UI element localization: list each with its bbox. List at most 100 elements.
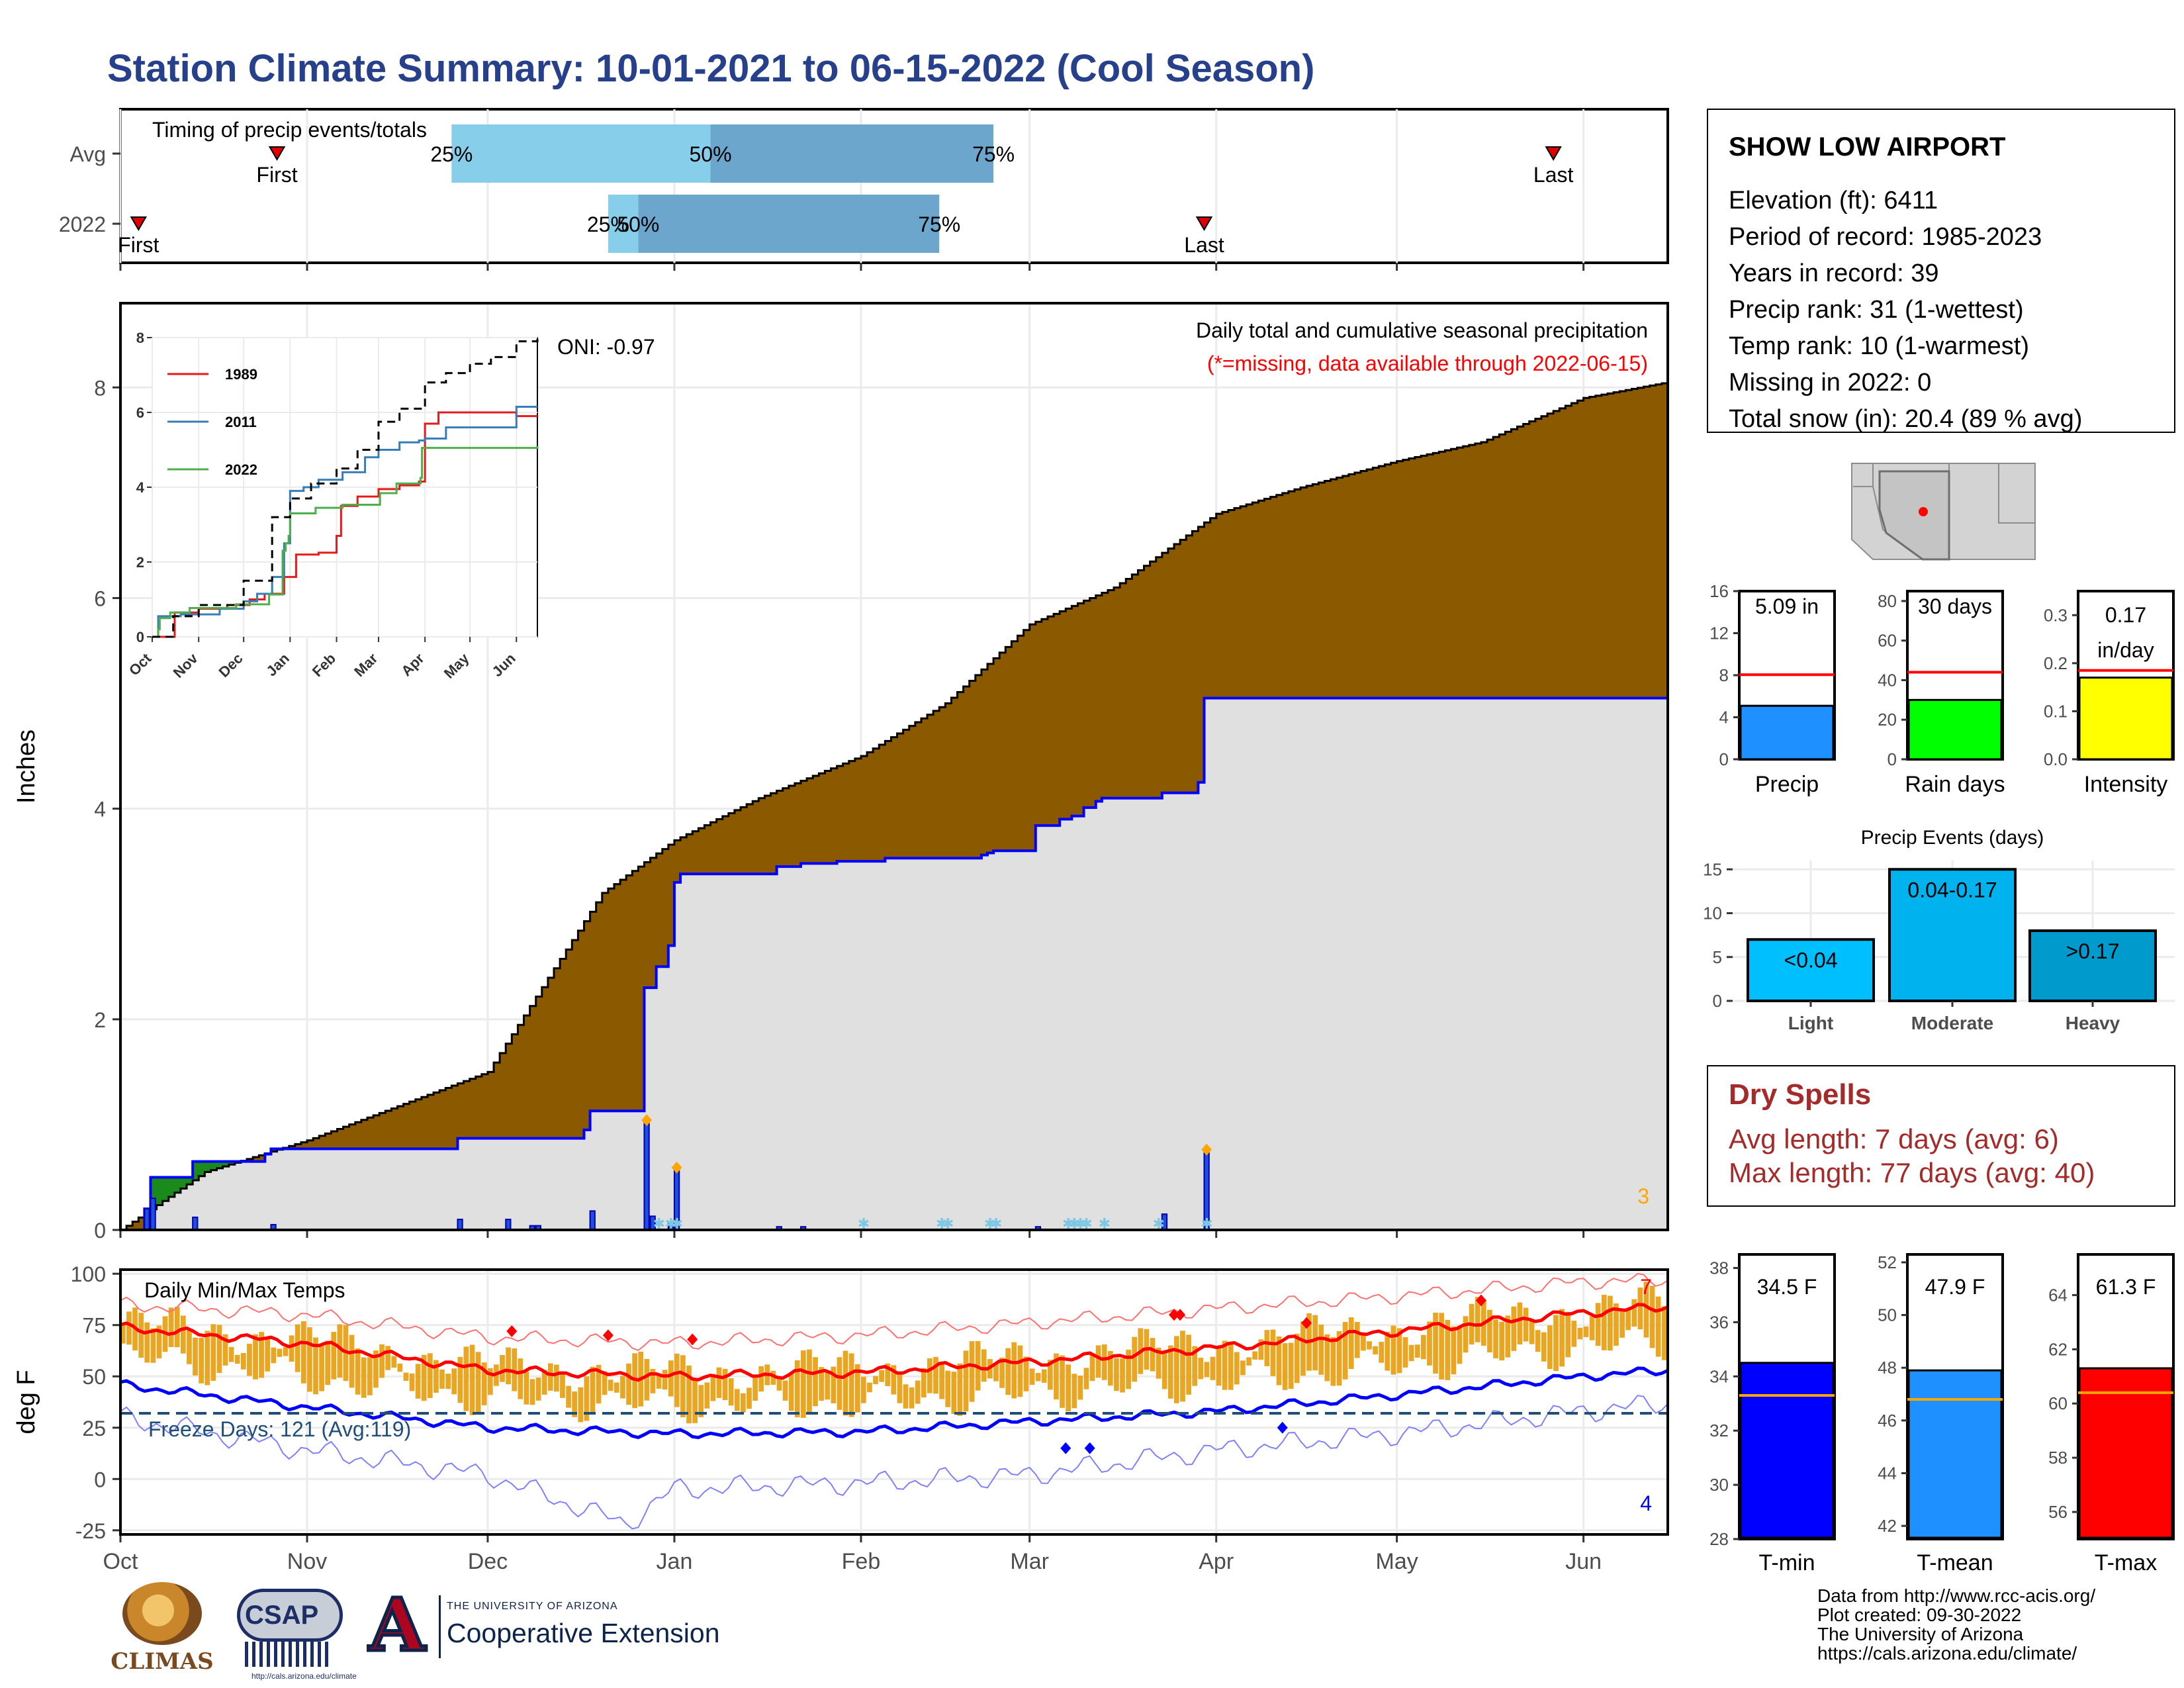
- precip-y-tick-label: 0: [94, 1219, 106, 1243]
- temps-daily-bar: [379, 1344, 385, 1378]
- temp-bar-value: [2078, 1367, 2173, 1539]
- temps-daily-bar: [319, 1343, 324, 1391]
- station-info-line: Missing in 2022: 0: [1729, 369, 1931, 397]
- temp-bar-y-tick-label: 60: [2048, 1393, 2068, 1413]
- temps-daily-bar: [193, 1337, 198, 1376]
- temp-bar-value: [1907, 1369, 2003, 1539]
- temps-daily-bar: [1661, 1306, 1667, 1360]
- summary-bar-y-tick-label: 4: [1719, 708, 1729, 727]
- timing-bar-q25-q50: [451, 124, 711, 183]
- inset-legend-label: 1989: [225, 366, 257, 383]
- timing-marker-icon: [268, 146, 286, 161]
- station-frame: [1707, 109, 2175, 433]
- precip-events-panel: Precip Events (days) 0 5 10 15 <0.04 Light 0.04…: [1703, 827, 2175, 1033]
- temp-bar-y-tick-label: 50: [1878, 1305, 1897, 1325]
- temps-daily-bar: [758, 1366, 764, 1392]
- temps-daily-bar: [1234, 1352, 1240, 1385]
- events-bar-label: >0.17: [2066, 939, 2120, 963]
- temps-daily-bar: [1180, 1331, 1185, 1402]
- ua-name: THE UNIVERSITY OF ARIZONA: [447, 1601, 618, 1612]
- temps-daily-bar: [842, 1350, 848, 1416]
- timing-title: Timing of precip events/totals: [152, 118, 427, 142]
- precip-2022-line: [120, 692, 1669, 1231]
- temps-daily-bar: [951, 1372, 957, 1414]
- temps-daily-bar: [228, 1346, 234, 1362]
- temps-avg-max-line: [120, 1303, 1669, 1382]
- temps-daily-bar: [927, 1358, 933, 1393]
- timing-row-label: Avg: [69, 142, 106, 166]
- temps-daily-bar: [921, 1368, 927, 1398]
- temps-daily-bar: [445, 1374, 451, 1389]
- temp-bar-value: [1739, 1362, 1835, 1539]
- temps-daily-bar: [1095, 1345, 1101, 1378]
- snow-marker-icon: ✱: [1080, 1215, 1092, 1232]
- ua-block-a-icon: A: [367, 1582, 427, 1667]
- temps-daily-bar: [457, 1356, 463, 1403]
- station-info-line: Elevation (ft): 6411: [1729, 187, 1938, 214]
- temp-bar-y-tick-label: 56: [2048, 1502, 2068, 1522]
- temp-bar-value-label: 47.9 F: [1925, 1275, 1985, 1299]
- temps-background: [120, 1270, 1668, 1534]
- temps-daily-bar: [848, 1353, 854, 1417]
- temps-daily-bar: [716, 1367, 722, 1398]
- temps-daily-bar: [819, 1367, 825, 1401]
- precip-2022-area: [120, 692, 1668, 1230]
- temps-daily-bar: [1505, 1315, 1511, 1358]
- temps-daily-bar: [999, 1357, 1005, 1388]
- temps-daily-bar: [289, 1335, 295, 1362]
- temps-x-tick-label: Apr: [1199, 1549, 1234, 1574]
- csap-logo[interactable]: CSAP http://cals.arizona.edu/climate: [232, 1582, 357, 1688]
- temp-bar-value-label: 34.5 F: [1757, 1275, 1817, 1299]
- temps-daily-bar: [957, 1363, 963, 1416]
- temps-daily-bar: [180, 1315, 186, 1354]
- temps-daily-bar: [271, 1347, 277, 1364]
- temps-daily-bar: [1373, 1346, 1378, 1355]
- temp-bar-y-tick-label: 34: [1709, 1366, 1729, 1386]
- temps-daily-bar: [825, 1371, 831, 1400]
- temps-count-bottom: 4: [1640, 1491, 1652, 1515]
- events-y-tick-label: 10: [1703, 904, 1722, 923]
- temps-daily-bar: [722, 1368, 728, 1401]
- temps-daily-bar: [337, 1324, 343, 1378]
- temps-daily-bar: [1547, 1325, 1553, 1370]
- station-info-line: Period of record: 1985-2023: [1729, 223, 2042, 251]
- temps-daily-bar: [807, 1349, 812, 1413]
- page-title: Station Climate Summary: 10-01-2021 to 0…: [107, 47, 1315, 90]
- temps-daily-bar: [1631, 1299, 1637, 1327]
- temps-daily-bar: [813, 1357, 818, 1407]
- temps-daily-bar: [1192, 1346, 1198, 1386]
- temps-daily-bar: [1523, 1307, 1529, 1342]
- temp-bar-y-tick-label: 32: [1709, 1421, 1729, 1440]
- temps-daily-bar: [662, 1370, 668, 1390]
- timing-marker-icon: [130, 216, 148, 231]
- temps-daily-bar: [794, 1360, 800, 1418]
- ua-cooperative-extension-logo[interactable]: A THE UNIVERSITY OF ARIZONA Cooperative …: [361, 1582, 771, 1675]
- temp-summary-bars: 28 30 32 34 36 38 34.5 F T-min 42 44 46 48 50 52 47.9 …: [1709, 1252, 2175, 1575]
- temps-y-axis-label: deg F: [13, 1370, 40, 1434]
- temps-daily-bar: [1493, 1319, 1498, 1359]
- temps-daily-bar: [596, 1364, 602, 1404]
- precip-daily-bar: [643, 1121, 650, 1231]
- events-bar-label: 0.04-0.17: [1907, 878, 1997, 902]
- temps-daily-bar: [909, 1387, 915, 1409]
- temps-daily-bar: [475, 1352, 481, 1413]
- climas-logo[interactable]: CLIMAS: [106, 1582, 218, 1688]
- temps-daily-bar: [1571, 1321, 1577, 1347]
- temps-daily-bar: [1535, 1330, 1541, 1352]
- temps-daily-bar: [1005, 1348, 1011, 1395]
- temps-daily-bar: [1029, 1368, 1035, 1385]
- temp-bar-y-tick-label: 58: [2048, 1448, 2068, 1468]
- temps-daily-bar: [584, 1376, 590, 1421]
- temps-daily-bar: [1276, 1336, 1282, 1385]
- logos: CLIMAS CSAP http://cals.arizona.edu/clim…: [106, 1582, 768, 1688]
- temps-daily-bar: [1210, 1356, 1216, 1380]
- locator-map: [1846, 461, 2038, 561]
- temps-daily-bar: [349, 1335, 355, 1388]
- temp-bar-y-tick-label: 52: [1878, 1252, 1897, 1272]
- precip-record-marker: [1201, 1143, 1212, 1156]
- temps-daily-bar: [1288, 1342, 1294, 1389]
- temps-daily-bar: [1451, 1326, 1457, 1375]
- temps-daily-bar: [1246, 1357, 1251, 1366]
- temps-daily-bar: [752, 1376, 758, 1401]
